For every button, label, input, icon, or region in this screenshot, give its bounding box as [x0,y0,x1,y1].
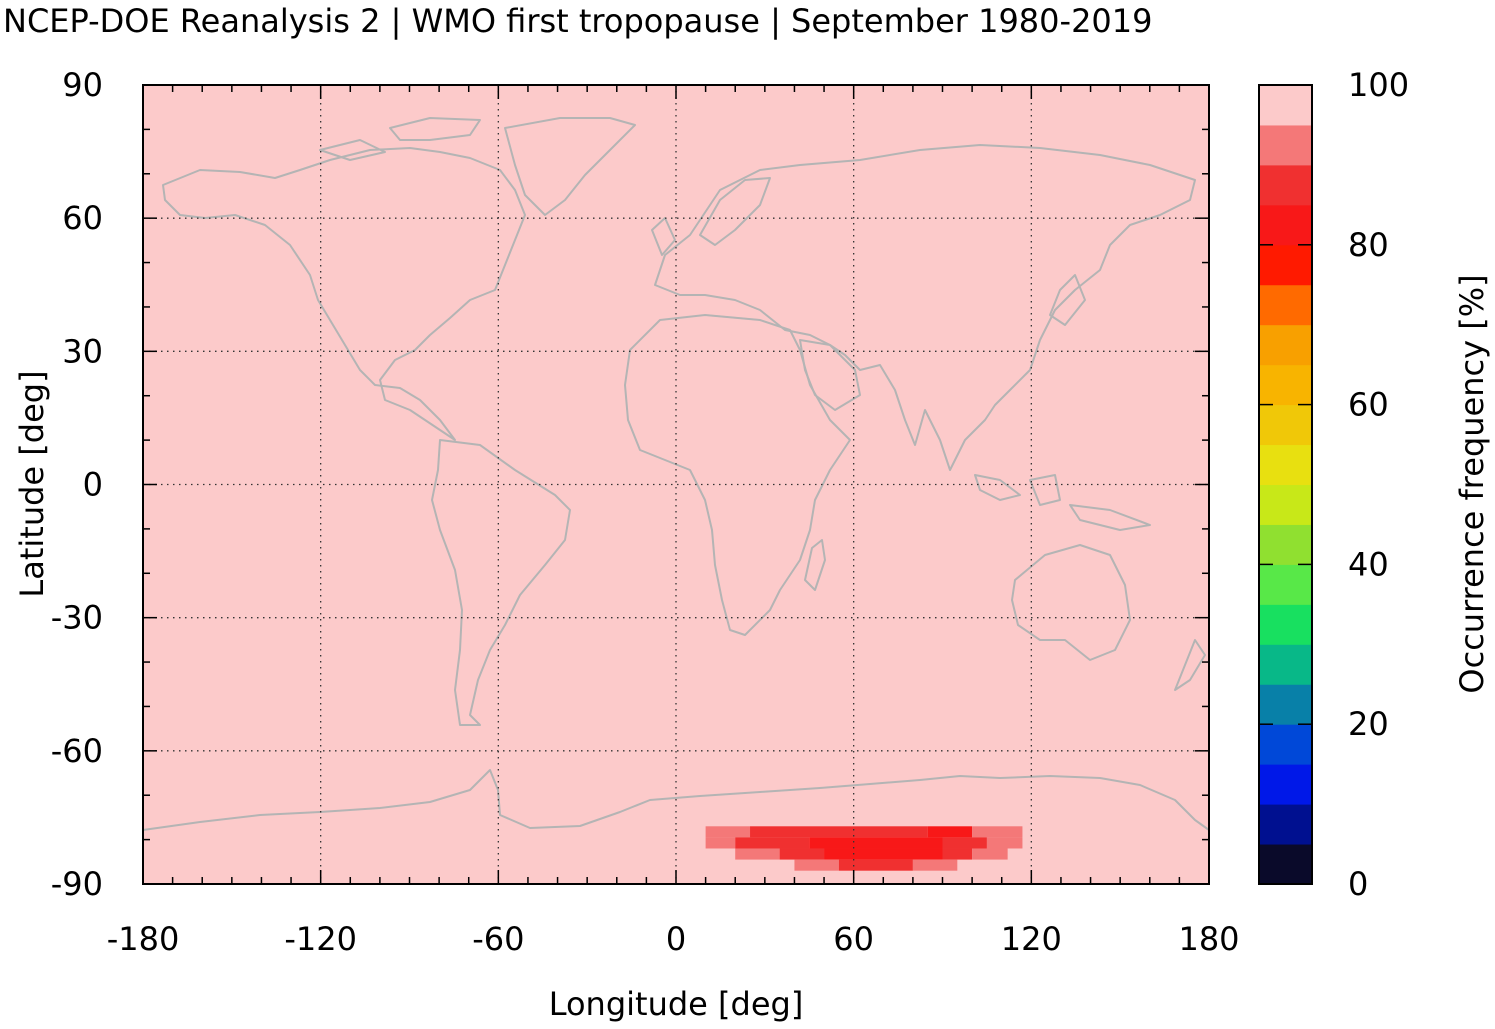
anomaly-cell [750,826,928,838]
coastlines [142,117,1210,831]
anomaly-cell [838,859,913,871]
colorbar-cell [1259,724,1312,765]
colorbar-tick-label: 0 [1348,865,1368,903]
anomaly-cell [824,848,943,860]
x-tick-label: -60 [472,920,524,958]
anomaly-cell [912,859,958,871]
y-tick-labels: 90 60 30 0 -30 -60 -90 [51,66,103,903]
anomaly-cell [779,848,825,860]
anomaly-cell [705,826,751,838]
anomaly-cell [927,826,973,838]
x-axis-label: Longitude [deg] [549,985,804,1023]
colorbar-tick-label: 80 [1348,226,1389,264]
anomaly-cell [735,837,810,849]
colorbar: 0 20 40 60 80 100 Occurrence frequency [%] [1258,66,1491,903]
grid-lines [143,85,1209,884]
x-tick-labels: -180 -120 -60 0 60 120 180 [107,920,1240,958]
map-plot [142,84,1210,885]
x-tick-label: -120 [284,920,357,958]
colorbar-cell [1259,324,1312,366]
colorbar-label: Occurrence frequency [%] [1453,274,1491,693]
anomaly-cell [972,848,1008,860]
y-tick-label: -30 [51,599,103,637]
colorbar-cell [1259,684,1312,725]
colorbar-tick-label: 100 [1348,66,1409,104]
colorbar-tick-label: 60 [1348,386,1389,424]
colorbar-tick-label: 40 [1348,545,1389,583]
anomaly-cell [705,837,736,849]
colorbar-cell [1259,244,1312,286]
colorbar-cells [1259,85,1312,885]
plot-frame [142,84,1210,885]
colorbar-cell [1259,524,1312,565]
colorbar-frame [1258,84,1313,885]
colorbar-cell [1259,85,1312,126]
colorbar-cell [1259,604,1312,645]
y-tick-label: 60 [62,199,103,237]
colorbar-cell [1259,804,1312,845]
anomaly-cell [942,848,973,860]
colorbar-cell [1259,164,1312,206]
colorbar-cell [1259,364,1312,406]
colorbar-cell [1259,404,1312,446]
anomaly-cell [972,826,1023,838]
colorbar-tick-labels: 0 20 40 60 80 100 [1348,66,1409,903]
colorbar-cell [1259,764,1312,805]
y-tick-label: 90 [62,66,103,104]
colorbar-cell [1259,564,1312,605]
anomaly-cell [986,837,1023,849]
colorbar-cell [1259,644,1312,685]
colorbar-cell [1259,204,1312,246]
y-tick-label: -60 [51,732,103,770]
chart-title: NCEP-DOE Reanalysis 2 | WMO first tropop… [3,2,1153,40]
frequency-anomaly [705,826,1023,871]
colorbar-cell [1259,444,1312,485]
y-tick-label: 30 [62,332,103,370]
x-tick-label: 60 [833,920,874,958]
colorbar-cell [1259,124,1312,166]
colorbar-cell [1259,484,1312,525]
colorbar-cell [1259,284,1312,326]
anomaly-cell [809,837,943,849]
y-tick-label: -90 [51,865,103,903]
anomaly-cell [735,848,780,860]
y-tick-label: 0 [83,466,103,504]
colorbar-cell [1259,844,1312,885]
y-axis-label: Latitude [deg] [13,370,51,597]
anomaly-cell [794,859,839,871]
x-tick-label: 120 [1001,920,1062,958]
x-tick-label: 0 [666,920,686,958]
x-tick-label: 180 [1178,920,1239,958]
anomaly-cell [942,837,987,849]
x-tick-label: -180 [107,920,180,958]
colorbar-tick-label: 20 [1348,705,1389,743]
